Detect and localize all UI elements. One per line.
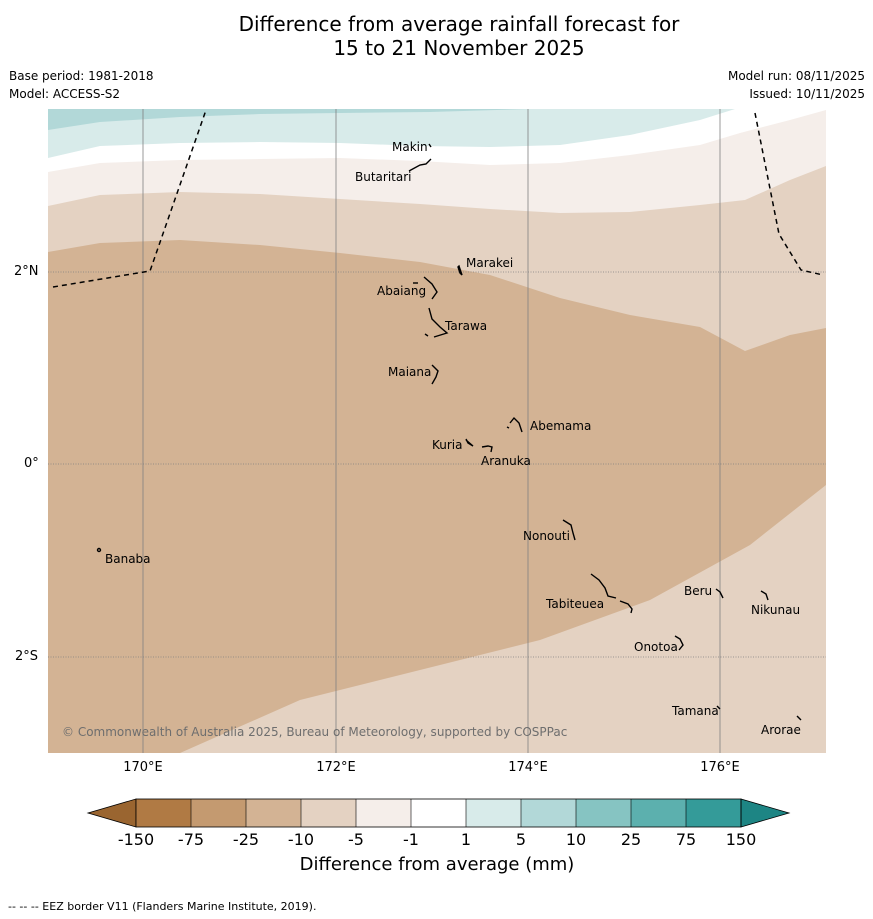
colorbar-tick-label: 10 <box>565 830 587 849</box>
label-maiana: Maiana <box>388 365 431 379</box>
colorbar-swatch <box>301 799 356 827</box>
colorbar-swatch <box>466 799 521 827</box>
lon-label-172e: 172°E <box>316 760 356 775</box>
eez-borders <box>52 109 824 288</box>
label-nikunau: Nikunau <box>751 603 800 617</box>
label-onotoa: Onotoa <box>634 640 678 654</box>
lat-label-0: 0° <box>24 456 39 471</box>
lon-label-176e: 176°E <box>700 760 740 775</box>
rainfall-bands <box>48 109 826 753</box>
label-abaiang: Abaiang <box>377 284 426 298</box>
title-line-2: 15 to 21 November 2025 <box>333 36 585 60</box>
colorbar-title: Difference from average (mm) <box>299 854 575 875</box>
colorbar-swatch <box>136 799 191 827</box>
label-banaba: Banaba <box>105 552 151 566</box>
footnote: -- -- -- EEZ border V11 (Flanders Marine… <box>8 900 317 913</box>
label-aranuka: Aranuka <box>481 454 531 468</box>
colorbar-tick-label: -75 <box>177 830 205 849</box>
colorbar-swatch <box>246 799 301 827</box>
graticule <box>48 109 826 753</box>
colorbar-tick-label: -1 <box>403 830 419 849</box>
meta-left: Base period: 1981-2018 Model: ACCESS-S2 <box>9 67 154 103</box>
meta-right: Model run: 08/11/2025 Issued: 10/11/2025 <box>728 67 865 103</box>
model-run: Model run: 08/11/2025 <box>727 69 865 83</box>
issued-date: Issued: 10/11/2025 <box>749 87 865 101</box>
label-beru: Beru <box>684 584 712 598</box>
label-arorae: Arorae <box>761 723 801 737</box>
lon-label-174e: 174°E <box>508 760 548 775</box>
label-tarawa: Tarawa <box>444 319 487 333</box>
colorbar-swatch <box>686 799 741 827</box>
base-period: Base period: 1981-2018 <box>9 69 154 83</box>
label-marakei: Marakei <box>466 256 513 270</box>
colorbar-swatch <box>631 799 686 827</box>
colorbar-swatch <box>191 799 246 827</box>
label-nonouti: Nonouti <box>523 529 570 543</box>
colorbar-swatch <box>356 799 411 827</box>
label-butaritari: Butaritari <box>355 170 412 184</box>
label-kuria: Kuria <box>432 438 463 452</box>
label-tamana: Tamana <box>671 704 719 718</box>
colorbar-tick-label: -5 <box>348 830 364 849</box>
colorbar-tick-label: 150 <box>725 830 757 849</box>
band-plus5 <box>48 109 530 130</box>
label-tabiteuea: Tabiteuea <box>545 597 604 611</box>
copyright-notice: © Commonwealth of Australia 2025, Bureau… <box>62 725 567 739</box>
band-plus1 <box>48 109 735 158</box>
colorbar-tick-label: 5 <box>515 830 527 849</box>
model-name: Model: ACCESS-S2 <box>9 87 121 101</box>
colorbar-swatch <box>576 799 631 827</box>
colorbar <box>86 798 791 828</box>
colorbar-border <box>135 798 742 828</box>
label-makin: Makin <box>392 140 428 154</box>
title-line-1: Difference from average rainfall forecas… <box>238 12 680 36</box>
colorbar-low-extend <box>86 798 137 828</box>
lat-label-2n: 2°N <box>14 264 39 279</box>
lat-label-2s: 2°S <box>15 649 39 664</box>
place-labels: Makin Butaritari Marakei Abaiang Tarawa … <box>105 140 801 737</box>
colorbar-tick-label: 1 <box>460 830 472 849</box>
colorbar-high-extend <box>740 798 791 828</box>
lon-label-170e: 170°E <box>123 760 163 775</box>
label-abemama: Abemama <box>530 419 591 433</box>
colorbar-tick-label: -25 <box>232 830 260 849</box>
island-outlines <box>96 143 802 721</box>
colorbar-tick-label: 25 <box>620 830 642 849</box>
band-minus10-south <box>180 485 826 753</box>
colorbar-tick-label: -10 <box>287 830 315 849</box>
chart-title: Difference from average rainfall forecas… <box>0 12 873 60</box>
colorbar-tick-label: -150 <box>117 830 155 849</box>
colorbar-swatch <box>411 799 466 827</box>
colorbar-tick-label: 75 <box>675 830 697 849</box>
colorbar-swatch <box>521 799 576 827</box>
